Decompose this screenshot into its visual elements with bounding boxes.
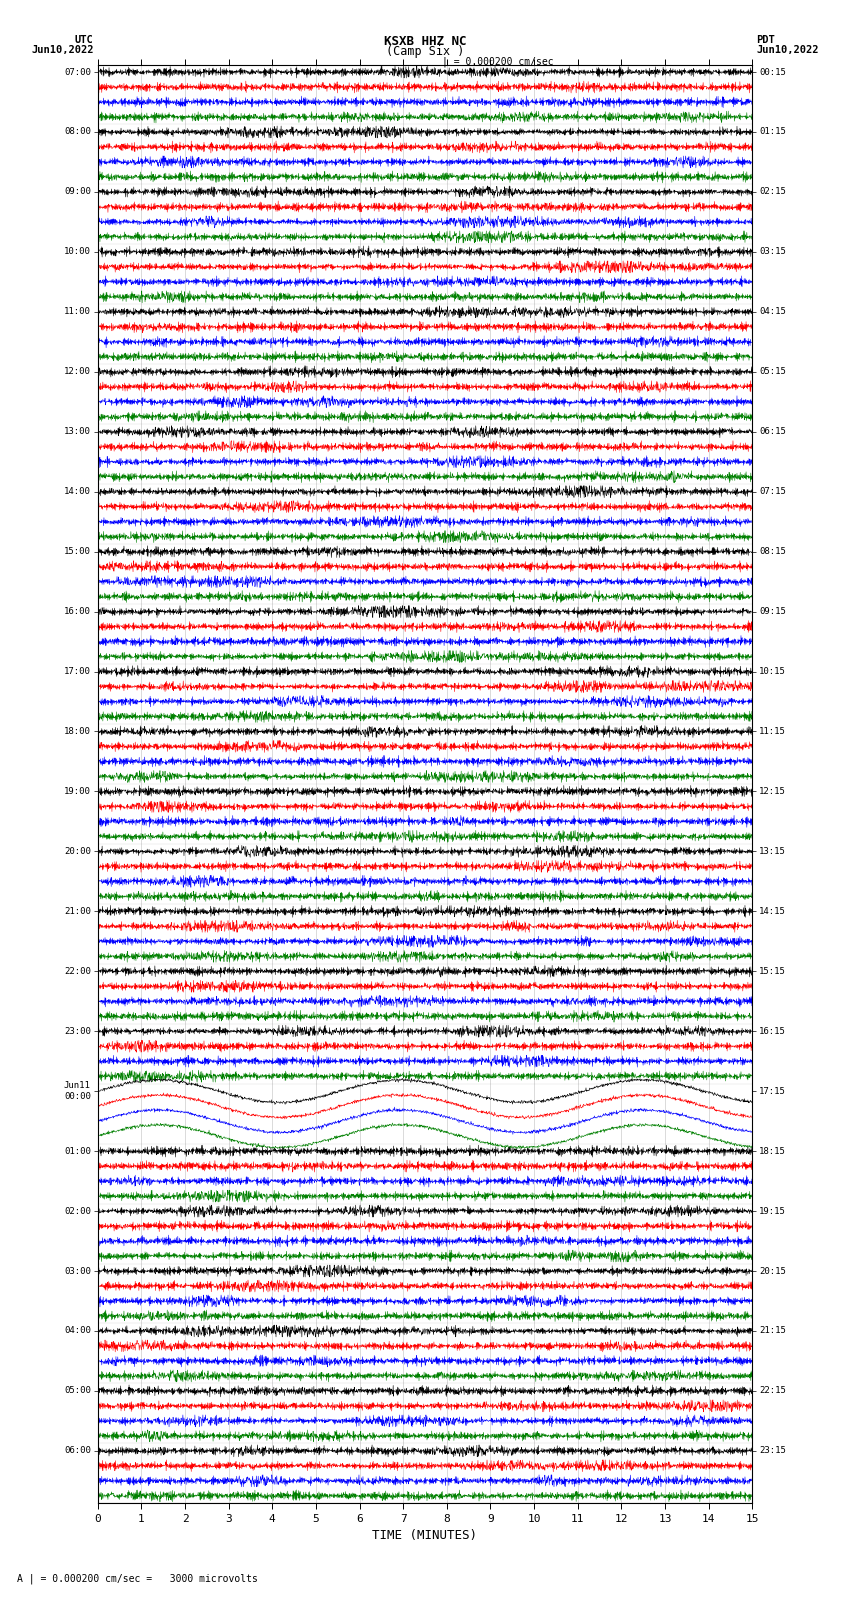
Text: (Camp Six ): (Camp Six ) bbox=[386, 45, 464, 58]
X-axis label: TIME (MINUTES): TIME (MINUTES) bbox=[372, 1529, 478, 1542]
Text: UTC: UTC bbox=[75, 35, 94, 45]
Text: A | = 0.000200 cm/sec =   3000 microvolts: A | = 0.000200 cm/sec = 3000 microvolts bbox=[17, 1573, 258, 1584]
Text: PDT: PDT bbox=[756, 35, 775, 45]
Text: Jun10,2022: Jun10,2022 bbox=[756, 45, 819, 55]
Text: | = 0.000200 cm/sec: | = 0.000200 cm/sec bbox=[442, 56, 553, 68]
Text: KSXB HHZ NC: KSXB HHZ NC bbox=[383, 35, 467, 48]
Text: Jun10,2022: Jun10,2022 bbox=[31, 45, 94, 55]
